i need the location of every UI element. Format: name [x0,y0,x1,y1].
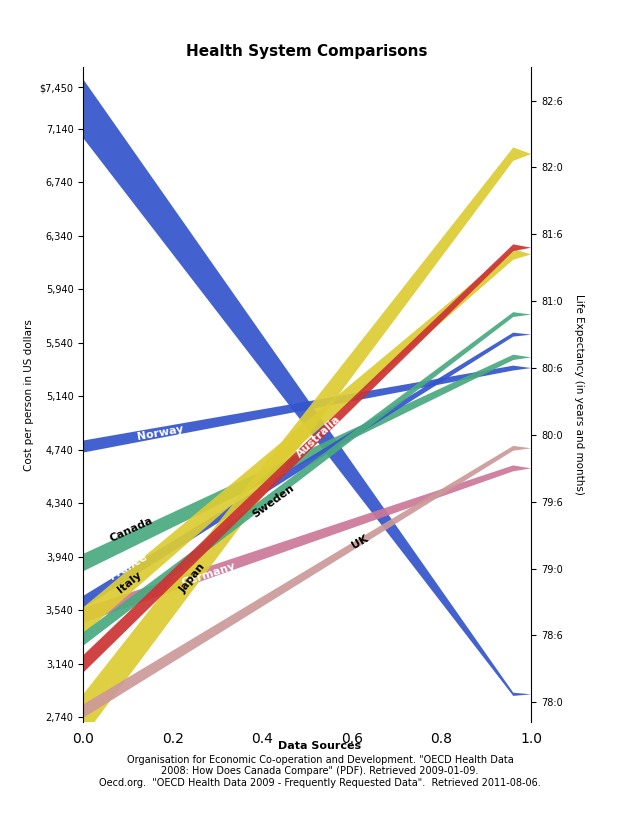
Y-axis label: Life Expectancy (in years and months): Life Expectancy (in years and months) [573,294,584,496]
Text: 2008: How Does Canada Compare" (PDF). Retrieved 2009-01-09.: 2008: How Does Canada Compare" (PDF). Re… [161,766,479,776]
Text: France: France [108,552,148,582]
Text: Italy: Italy [116,570,144,596]
Y-axis label: Cost per person in US dollars: Cost per person in US dollars [24,319,34,470]
Polygon shape [83,446,531,718]
Polygon shape [83,148,531,738]
Polygon shape [83,79,531,696]
Text: Japan: Japan [178,562,207,596]
Text: Sweden: Sweden [250,483,296,520]
Polygon shape [83,244,531,673]
Polygon shape [83,312,531,646]
Text: USA: USA [111,117,134,143]
Title: Health System Comparisons: Health System Comparisons [186,44,428,59]
Text: Oecd.org.  "OECD Health Data 2009 - Frequently Requested Data".  Retrieved 2011-: Oecd.org. "OECD Health Data 2009 - Frequ… [99,778,541,788]
Polygon shape [83,365,531,453]
Text: Germany: Germany [180,561,237,588]
Text: Organisation for Economic Co-operation and Development. "OECD Health Data: Organisation for Economic Co-operation a… [127,754,513,764]
Text: Australia: Australia [295,413,343,459]
Polygon shape [83,249,531,634]
Polygon shape [83,465,531,622]
Text: Canada: Canada [108,516,154,543]
Text: Norway: Norway [136,424,184,442]
Polygon shape [83,354,531,571]
Text: UK: UK [349,533,370,551]
Text: Data Sources: Data Sources [278,741,362,751]
Polygon shape [83,333,531,608]
